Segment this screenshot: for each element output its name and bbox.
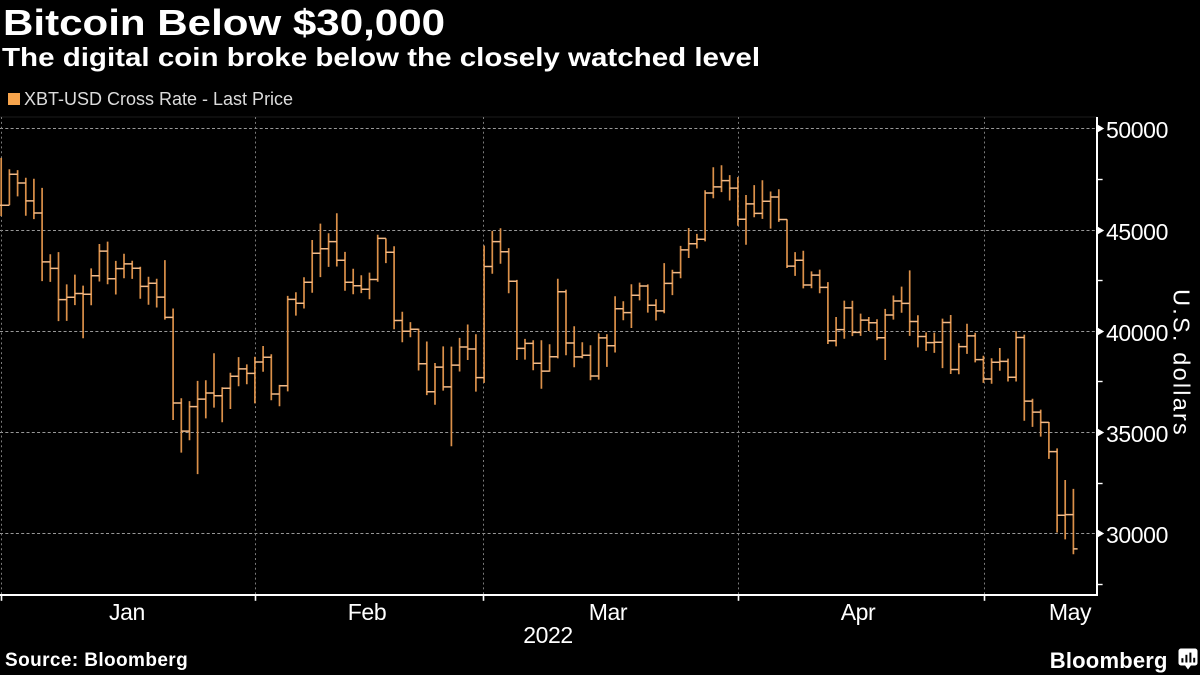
svg-text:40000: 40000 xyxy=(1106,320,1168,346)
svg-text:May: May xyxy=(1049,599,1092,625)
svg-text:50000: 50000 xyxy=(1106,117,1168,143)
svg-text:U.S. dollars: U.S. dollars xyxy=(1169,289,1195,437)
svg-text:30000: 30000 xyxy=(1106,522,1168,548)
svg-text:Jan: Jan xyxy=(109,599,145,625)
svg-text:35000: 35000 xyxy=(1106,421,1168,447)
svg-text:45000: 45000 xyxy=(1106,219,1168,245)
svg-text:Mar: Mar xyxy=(589,599,628,625)
svg-text:Feb: Feb xyxy=(348,599,386,625)
svg-text:2022: 2022 xyxy=(523,622,573,648)
svg-text:Apr: Apr xyxy=(841,599,876,625)
